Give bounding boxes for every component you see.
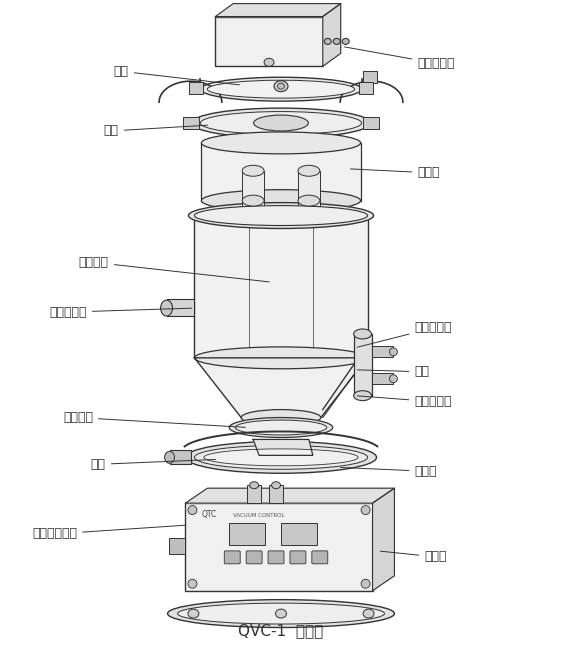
Ellipse shape (161, 300, 173, 316)
Text: QVC-1  结构图: QVC-1 结构图 (238, 624, 324, 639)
Text: 气缸: 气缸 (357, 365, 429, 378)
Text: 真空料斗: 真空料斗 (79, 256, 269, 282)
Bar (215, 16, 323, 67)
FancyBboxPatch shape (268, 551, 284, 564)
Polygon shape (215, 4, 341, 16)
Ellipse shape (201, 132, 361, 154)
Ellipse shape (353, 390, 371, 401)
Ellipse shape (192, 108, 370, 138)
Ellipse shape (207, 80, 355, 98)
Ellipse shape (253, 115, 309, 131)
Ellipse shape (274, 81, 288, 91)
Bar (353, 334, 371, 396)
Bar (281, 523, 317, 545)
Text: 门密封圈: 门密封圈 (63, 411, 246, 427)
Ellipse shape (333, 39, 340, 44)
Ellipse shape (201, 77, 361, 101)
Ellipse shape (363, 609, 374, 618)
Text: 接近开关插头: 接近开关插头 (32, 525, 185, 541)
Ellipse shape (250, 482, 259, 488)
Ellipse shape (235, 420, 327, 435)
Ellipse shape (188, 202, 374, 229)
Ellipse shape (271, 482, 280, 488)
Ellipse shape (275, 609, 287, 618)
FancyBboxPatch shape (224, 551, 240, 564)
Text: 控制盒: 控制盒 (380, 550, 447, 564)
Ellipse shape (389, 348, 397, 356)
FancyBboxPatch shape (312, 551, 328, 564)
FancyBboxPatch shape (290, 551, 306, 564)
Bar (371, 373, 393, 384)
Text: 过滤器: 过滤器 (351, 167, 440, 180)
Text: 盘圈: 盘圈 (104, 125, 207, 138)
Ellipse shape (361, 579, 370, 588)
Bar (247, 485, 261, 503)
Text: 卡箍: 卡箍 (114, 65, 239, 85)
Ellipse shape (242, 195, 264, 206)
Ellipse shape (178, 603, 384, 624)
Bar (371, 346, 393, 357)
Ellipse shape (167, 599, 395, 628)
Ellipse shape (194, 206, 368, 225)
Ellipse shape (353, 329, 371, 339)
Ellipse shape (188, 609, 199, 618)
Ellipse shape (324, 39, 331, 44)
Ellipse shape (241, 409, 321, 426)
Text: 接吸料软管: 接吸料软管 (49, 306, 192, 319)
Text: 盘圈: 盘圈 (91, 458, 216, 471)
Text: 关门调速阀: 关门调速阀 (357, 321, 452, 347)
Bar (169, 538, 185, 554)
Ellipse shape (242, 165, 264, 176)
Text: VACUUM CONTROL: VACUUM CONTROL (233, 513, 285, 518)
Ellipse shape (298, 195, 320, 206)
FancyBboxPatch shape (246, 551, 262, 564)
Ellipse shape (298, 165, 320, 176)
Bar (362, 71, 377, 83)
Bar (185, 503, 373, 591)
Ellipse shape (229, 417, 333, 438)
Ellipse shape (264, 58, 274, 67)
Ellipse shape (194, 347, 368, 369)
Ellipse shape (361, 505, 370, 515)
Ellipse shape (278, 83, 284, 89)
Bar (359, 82, 373, 94)
Bar (229, 523, 265, 545)
Bar (166, 299, 194, 316)
Ellipse shape (188, 579, 197, 588)
Ellipse shape (185, 441, 377, 473)
Polygon shape (323, 4, 341, 67)
Bar (298, 171, 320, 206)
Polygon shape (373, 488, 395, 591)
Text: 放料门: 放料门 (341, 465, 437, 478)
Bar (242, 171, 264, 206)
Ellipse shape (389, 375, 397, 383)
Bar (201, 143, 361, 200)
Bar (183, 117, 200, 129)
Text: 开门调速阀: 开门调速阀 (357, 395, 452, 408)
Bar (170, 451, 192, 464)
Ellipse shape (201, 189, 361, 212)
Ellipse shape (204, 449, 358, 466)
Bar (194, 215, 368, 358)
Bar (362, 117, 379, 129)
Bar (269, 485, 283, 503)
Polygon shape (185, 488, 395, 503)
Text: QTC: QTC (201, 510, 216, 519)
Ellipse shape (342, 39, 349, 44)
Ellipse shape (165, 451, 175, 464)
Ellipse shape (201, 112, 361, 135)
Bar (189, 82, 203, 94)
Polygon shape (194, 358, 368, 417)
Polygon shape (253, 439, 313, 455)
Ellipse shape (194, 445, 368, 470)
Ellipse shape (188, 505, 197, 515)
Text: 真空发生器: 真空发生器 (345, 47, 455, 70)
